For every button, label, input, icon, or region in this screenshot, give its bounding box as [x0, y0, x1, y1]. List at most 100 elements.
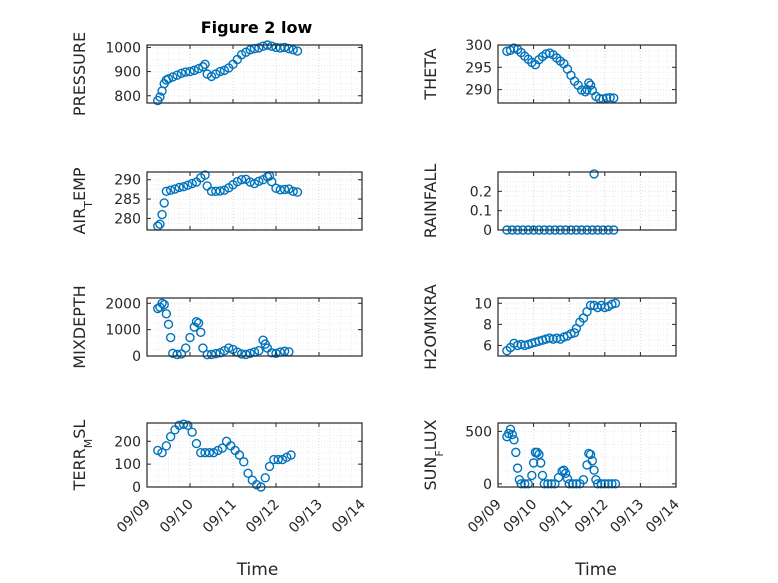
data-point [217, 443, 227, 453]
data-point [592, 479, 603, 489]
data-point [185, 66, 195, 77]
data-point [271, 348, 281, 359]
data-point [198, 62, 208, 72]
data-point [200, 59, 210, 70]
axes-box [146, 422, 363, 488]
x-tick-label: 09/12 [572, 497, 612, 537]
y-tick-label: 285 [114, 192, 141, 208]
data-point [562, 473, 573, 484]
data-point [174, 182, 184, 193]
axis-ylabel: MIXDEPTH [70, 285, 89, 368]
y-tick-label: 10 [474, 296, 492, 312]
data-point [539, 479, 549, 489]
data-point [607, 479, 617, 489]
data-point [536, 458, 546, 468]
data-point [564, 479, 574, 489]
data-point [215, 66, 225, 77]
data-point [534, 449, 544, 460]
data-point [589, 465, 599, 475]
x-tick-label: 09/09 [114, 497, 154, 537]
data-point [601, 93, 612, 103]
axis-ylabel: AIRTEMP [70, 167, 95, 234]
subplot-title: Figure 2 low [201, 18, 313, 37]
data-point [189, 65, 200, 76]
data-point [178, 419, 189, 429]
y-tick-label: 8 [483, 317, 492, 333]
data-point [155, 92, 165, 102]
data-point [520, 479, 530, 489]
data-point [202, 349, 212, 360]
y-tick-label: 500 [465, 424, 492, 440]
x-tick-label: 09/13 [607, 497, 647, 537]
data-point [204, 448, 215, 458]
axes-box [146, 297, 363, 357]
axes-box [146, 171, 363, 231]
plot-area [147, 298, 362, 356]
subplot-terr-msl: 0 100 200 09/09 09/10 09/11 09/12 09/13 09/14 Tim… [70, 419, 369, 580]
subplot-rainfall: 0 0.1 0.2 RAINFALL [421, 164, 677, 239]
data-point [243, 468, 253, 478]
data-point [159, 198, 169, 208]
data-point [157, 448, 167, 458]
data-point [273, 454, 283, 465]
data-point [279, 346, 290, 356]
y-tick-label: 1000 [105, 323, 141, 339]
data-point [157, 209, 167, 220]
x-tick-label: 09/11 [200, 497, 240, 537]
data-point [584, 78, 594, 88]
x-axis-label: Time [574, 560, 617, 580]
data-point [234, 450, 245, 460]
data-point [523, 479, 533, 489]
y-tick-label: 1000 [105, 40, 141, 56]
y-tick-label: 2000 [105, 296, 141, 312]
plot-area [147, 45, 362, 103]
data-point [286, 450, 296, 460]
axis-ylabel: SUNFLUX [421, 419, 446, 490]
data-point [193, 63, 204, 74]
y-tick-label: 200 [114, 434, 141, 450]
data-point [512, 463, 523, 473]
data-point [180, 343, 191, 353]
data-point [560, 468, 571, 479]
y-tick-label: 0.1 [470, 204, 492, 220]
data-point [505, 424, 516, 434]
data-point [239, 457, 249, 467]
x-tick-label: 09/10 [501, 497, 541, 537]
data-point [165, 332, 176, 343]
axis-ylabel: THETA [421, 48, 440, 100]
data-point [161, 186, 172, 197]
data-point [215, 186, 225, 196]
data-point [172, 349, 182, 360]
data-point [168, 72, 178, 82]
axis-ylabel: PRESSURE [70, 32, 89, 116]
data-point [537, 470, 548, 481]
data-point [279, 42, 290, 53]
data-point [172, 70, 182, 80]
data-point [267, 176, 277, 187]
data-point [176, 68, 187, 78]
y-tick-label: 800 [114, 89, 141, 105]
subplot-h2omixra: 6 8 10 H2OMIXRA [421, 284, 677, 370]
y-tick-label: 0 [132, 480, 141, 496]
axis-ylabel: H2OMIXRA [421, 284, 440, 370]
axes-box [497, 44, 677, 104]
data-point [271, 183, 281, 193]
data-point [546, 479, 557, 489]
data-point [605, 92, 615, 103]
axis-ylabel: TERRMSL [70, 420, 95, 492]
data-point [610, 298, 621, 308]
y-tick-label: 295 [465, 60, 492, 76]
data-point [516, 479, 526, 489]
data-point [163, 74, 174, 84]
data-point [211, 348, 221, 359]
data-point [236, 175, 247, 185]
data-point [585, 80, 596, 90]
data-point [584, 448, 594, 459]
data-point [254, 43, 264, 53]
x-tick-label: 09/12 [243, 497, 283, 537]
data-point [541, 49, 551, 59]
x-tick-label: 09/10 [157, 497, 197, 537]
data-point [609, 93, 619, 103]
data-point [288, 45, 298, 55]
data-point [241, 349, 251, 360]
